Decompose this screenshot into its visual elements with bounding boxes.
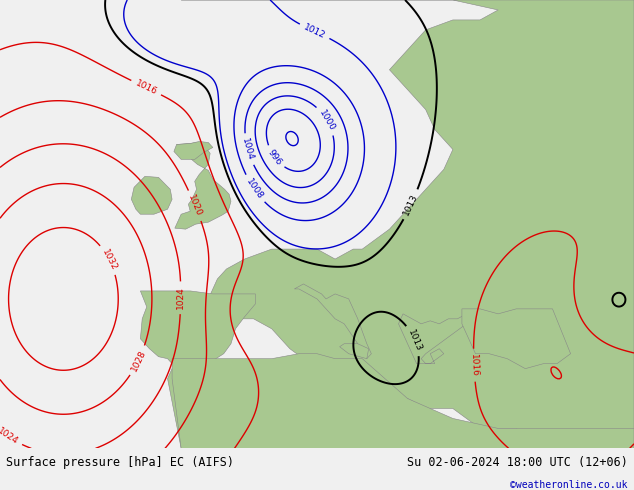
Polygon shape xyxy=(294,284,372,359)
Text: 1004: 1004 xyxy=(240,137,256,162)
Polygon shape xyxy=(340,344,368,359)
Text: Su 02-06-2024 18:00 UTC (12+06): Su 02-06-2024 18:00 UTC (12+06) xyxy=(407,456,628,469)
Text: 1000: 1000 xyxy=(317,108,337,132)
Polygon shape xyxy=(140,291,256,368)
Text: 1016: 1016 xyxy=(134,78,158,97)
Text: Surface pressure [hPa] EC (AIFS): Surface pressure [hPa] EC (AIFS) xyxy=(6,456,235,469)
Text: 1012: 1012 xyxy=(302,23,327,40)
Text: 1008: 1008 xyxy=(244,177,264,201)
Polygon shape xyxy=(175,143,231,229)
Text: ©weatheronline.co.uk: ©weatheronline.co.uk xyxy=(510,480,628,490)
Polygon shape xyxy=(174,142,213,159)
Polygon shape xyxy=(462,309,571,368)
Polygon shape xyxy=(172,354,634,448)
Text: 1032: 1032 xyxy=(100,247,119,272)
Polygon shape xyxy=(131,176,172,214)
Text: 1013: 1013 xyxy=(406,328,424,353)
Text: 996: 996 xyxy=(266,147,283,167)
Polygon shape xyxy=(167,368,634,448)
Text: 1020: 1020 xyxy=(186,194,204,218)
Polygon shape xyxy=(399,314,467,364)
Text: 1024: 1024 xyxy=(176,286,185,309)
Polygon shape xyxy=(181,0,634,448)
Text: 1013: 1013 xyxy=(402,192,420,217)
Text: 1024: 1024 xyxy=(0,426,20,446)
Text: 1016: 1016 xyxy=(469,353,479,377)
Text: 1028: 1028 xyxy=(129,348,147,373)
